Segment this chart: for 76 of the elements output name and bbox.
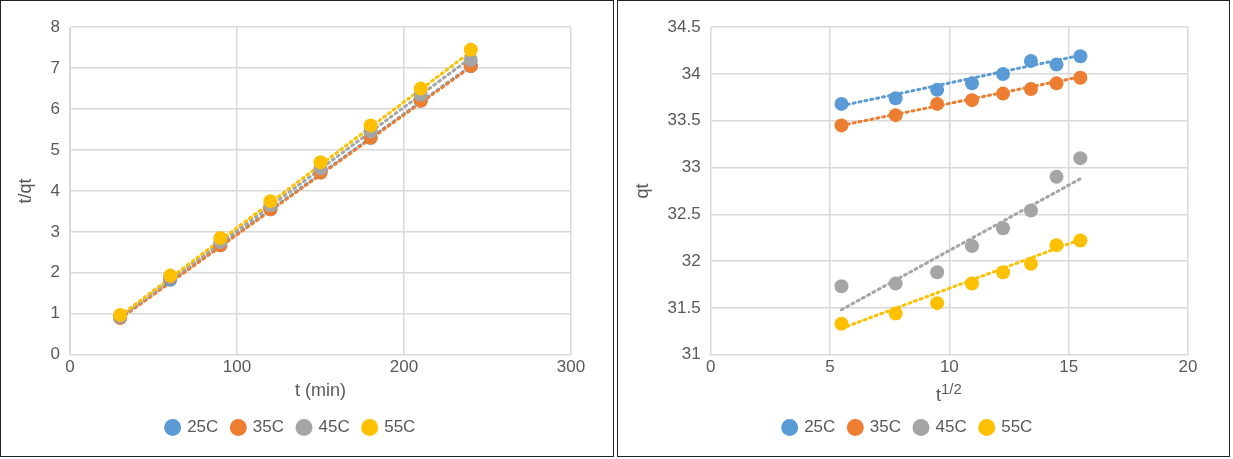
point xyxy=(213,230,228,245)
y-axis-title: qt xyxy=(631,183,652,199)
x-axis-title: t$^{1/2}$ xyxy=(932,380,965,406)
point xyxy=(929,96,944,111)
point xyxy=(1023,53,1038,68)
x-tick-label: 5 xyxy=(824,357,835,377)
x-tick-label: 300 xyxy=(556,357,586,377)
point xyxy=(888,91,903,106)
point xyxy=(833,279,848,294)
y-tick-label: 1 xyxy=(50,303,61,323)
legend-label: 35C xyxy=(252,417,284,437)
point xyxy=(1023,256,1038,271)
point xyxy=(888,108,903,123)
y-tick-label: 33.5 xyxy=(667,110,701,130)
point xyxy=(995,66,1010,81)
point xyxy=(929,296,944,311)
y-tick-label: 31 xyxy=(681,344,701,364)
x-axis-title: t (min) xyxy=(292,380,350,401)
x-tick-label: 200 xyxy=(389,357,419,377)
point xyxy=(1072,70,1087,85)
x-tick-label: 10 xyxy=(939,357,959,377)
legend-label: 45C xyxy=(935,417,967,437)
point xyxy=(1023,203,1038,218)
legend-label: 55C xyxy=(1000,417,1032,437)
point xyxy=(1049,76,1063,91)
point xyxy=(1072,233,1087,248)
point xyxy=(929,82,944,97)
y-tick-label: 4 xyxy=(50,180,61,200)
point xyxy=(929,265,944,280)
point xyxy=(1072,49,1087,64)
y-tick-label: 3 xyxy=(50,221,61,241)
x-tick-label: 20 xyxy=(1178,357,1197,377)
y-tick-label: 34.5 xyxy=(667,16,701,36)
point xyxy=(995,86,1010,101)
y-tick-label: 2 xyxy=(50,262,61,282)
x-tick-label: 15 xyxy=(1058,357,1078,377)
y-tick-label: 8 xyxy=(50,16,61,36)
point xyxy=(964,239,979,254)
legend-label: 25C xyxy=(803,417,835,437)
y-tick-label: 0 xyxy=(50,344,61,364)
point xyxy=(995,221,1010,236)
point xyxy=(1023,81,1038,96)
point xyxy=(833,316,848,331)
x-tick-label: 0 xyxy=(705,357,715,377)
point xyxy=(964,276,979,291)
x-tick-label: 0 xyxy=(65,357,75,377)
point xyxy=(888,276,903,291)
y-tick-label: 33 xyxy=(681,157,701,177)
y-tick-label: 32 xyxy=(681,250,701,270)
point xyxy=(1049,169,1063,184)
y-tick-label: 6 xyxy=(50,98,61,118)
legend-label: 25C xyxy=(187,417,219,437)
point xyxy=(833,96,848,111)
y-tick-label: 7 xyxy=(50,57,61,77)
point xyxy=(888,306,903,321)
point xyxy=(964,76,979,91)
x-tick-label: 100 xyxy=(222,357,252,377)
point xyxy=(833,118,848,133)
y-tick-label: 31.5 xyxy=(667,297,701,317)
legend-label: 55C xyxy=(384,417,416,437)
point xyxy=(463,42,478,57)
point xyxy=(1049,238,1063,253)
point xyxy=(1049,57,1063,72)
y-tick-label: 34 xyxy=(681,63,701,83)
point xyxy=(363,118,378,133)
legend-label: 45C xyxy=(318,417,350,437)
point xyxy=(964,93,979,108)
y-tick-label: 32.5 xyxy=(667,203,701,223)
point xyxy=(1072,151,1087,166)
point xyxy=(995,265,1010,280)
point xyxy=(313,155,328,170)
point xyxy=(263,194,278,209)
point xyxy=(413,81,428,96)
legend-label: 35C xyxy=(869,417,901,437)
y-axis-title: t/qt xyxy=(14,178,35,204)
y-tick-label: 5 xyxy=(50,139,61,159)
